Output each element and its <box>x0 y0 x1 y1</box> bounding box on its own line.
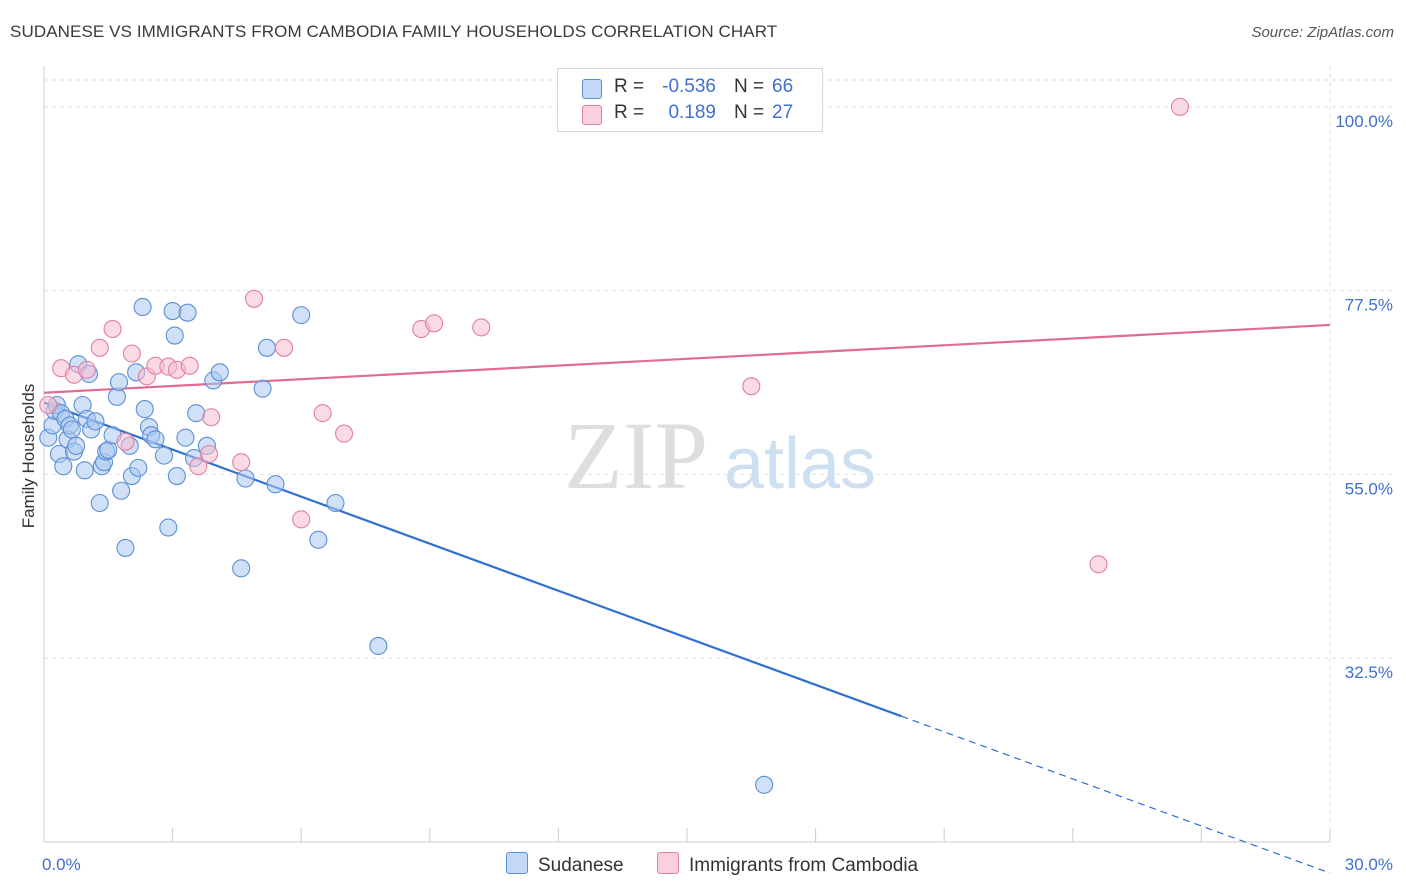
x-tick-label: 0.0% <box>42 855 81 874</box>
watermark: ZIP atlas <box>564 402 876 509</box>
point-sudanese <box>154 446 174 465</box>
point-cambodia <box>189 457 208 476</box>
bottom-legend-swatch-blue <box>506 852 528 874</box>
point-cambodia <box>313 404 332 423</box>
x-tick-label: 30.0% <box>1345 855 1393 874</box>
chart-title: SUDANESE VS IMMIGRANTS FROM CAMBODIA FAM… <box>10 22 778 41</box>
legend-n-label: N = <box>734 102 765 123</box>
point-cambodia <box>39 395 58 415</box>
point-sudanese <box>86 412 105 431</box>
axes <box>43 66 1331 843</box>
legend-r-value: 0.189 <box>668 102 716 123</box>
legend-row-sudanese: R = -0.536 N = 66 <box>558 75 822 101</box>
point-cambodia <box>1170 97 1190 116</box>
point-sudanese <box>75 461 94 480</box>
point-sudanese <box>253 379 272 398</box>
legend-swatch-pink <box>582 105 602 125</box>
point-sudanese <box>129 458 148 477</box>
point-cambodia <box>90 338 109 357</box>
y-tick-label: 100.0% <box>1335 112 1393 131</box>
trend-line-cambodia <box>43 323 1331 394</box>
legend-r-label: R = <box>614 76 645 97</box>
y-tick-label: 32.5% <box>1345 663 1393 682</box>
point-cambodia <box>77 360 96 379</box>
point-cambodia <box>244 289 264 308</box>
point-sudanese <box>369 636 388 656</box>
point-sudanese <box>159 518 178 537</box>
point-sudanese <box>163 302 182 321</box>
point-sudanese <box>109 373 129 392</box>
y-tick-label: 77.5% <box>1345 296 1393 315</box>
grid-lines <box>44 66 1395 842</box>
watermark-atlas: atlas <box>724 424 876 504</box>
point-sudanese <box>67 436 86 455</box>
source-label: Source: ZipAtlas.com <box>1251 24 1394 41</box>
bottom-legend-sudanese: Sudanese <box>506 852 624 877</box>
point-sudanese <box>62 420 81 439</box>
point-sudanese <box>112 481 131 500</box>
point-sudanese <box>266 475 285 494</box>
legend-r-value: -0.536 <box>662 76 716 97</box>
bottom-legend-label: Immigrants from Cambodia <box>689 855 919 876</box>
stats-legend: R = -0.536 N = 66 R = 0.189 N = 27 <box>557 68 823 132</box>
data-points <box>39 97 1190 794</box>
point-cambodia <box>292 510 311 529</box>
point-sudanese <box>146 430 165 449</box>
point-sudanese <box>326 493 345 513</box>
legend-n-value: 66 <box>772 76 794 97</box>
point-sudanese <box>232 559 251 578</box>
point-cambodia <box>199 444 219 464</box>
point-sudanese <box>165 326 184 345</box>
watermark-zip: ZIP <box>564 402 708 509</box>
legend-swatch-blue <box>582 79 602 99</box>
point-sudanese <box>90 493 109 513</box>
point-sudanese <box>54 457 73 476</box>
point-sudanese <box>309 530 328 549</box>
point-sudanese <box>133 297 152 317</box>
bottom-legend-swatch-pink <box>657 852 679 874</box>
bottom-legend-cambodia: Immigrants from Cambodia <box>657 852 918 877</box>
point-sudanese <box>135 400 154 419</box>
point-cambodia <box>275 338 294 357</box>
point-cambodia <box>180 356 199 375</box>
legend-n-value: 27 <box>772 102 794 123</box>
point-sudanese <box>178 303 197 322</box>
legend-r-label: R = <box>614 102 645 123</box>
point-cambodia <box>122 344 141 363</box>
point-cambodia <box>335 424 354 443</box>
point-sudanese <box>176 428 195 447</box>
point-cambodia <box>116 432 135 451</box>
point-sudanese <box>257 338 276 357</box>
legend-n-label: N = <box>734 76 765 97</box>
point-sudanese <box>755 775 774 794</box>
point-cambodia <box>742 377 761 396</box>
point-cambodia <box>202 408 221 427</box>
point-sudanese <box>116 538 135 557</box>
point-cambodia <box>103 319 122 339</box>
legend-row-cambodia: R = 0.189 N = 27 <box>558 101 822 127</box>
point-sudanese <box>292 306 311 325</box>
point-sudanese <box>167 467 186 486</box>
tick-labels: 32.5% 55.0% 77.5% 100.0% 0.0% 30.0% <box>42 112 1393 874</box>
point-cambodia <box>472 318 491 337</box>
point-sudanese <box>187 404 206 423</box>
point-cambodia <box>1089 555 1108 574</box>
y-tick-label: 55.0% <box>1345 479 1393 498</box>
point-sudanese <box>236 469 255 488</box>
y-axis-label: Family Households <box>19 384 38 529</box>
point-cambodia <box>232 453 251 472</box>
point-sudanese <box>210 363 229 382</box>
point-cambodia <box>425 314 444 333</box>
trend-line-extension <box>901 715 1331 874</box>
bottom-legend-label: Sudanese <box>538 855 624 876</box>
